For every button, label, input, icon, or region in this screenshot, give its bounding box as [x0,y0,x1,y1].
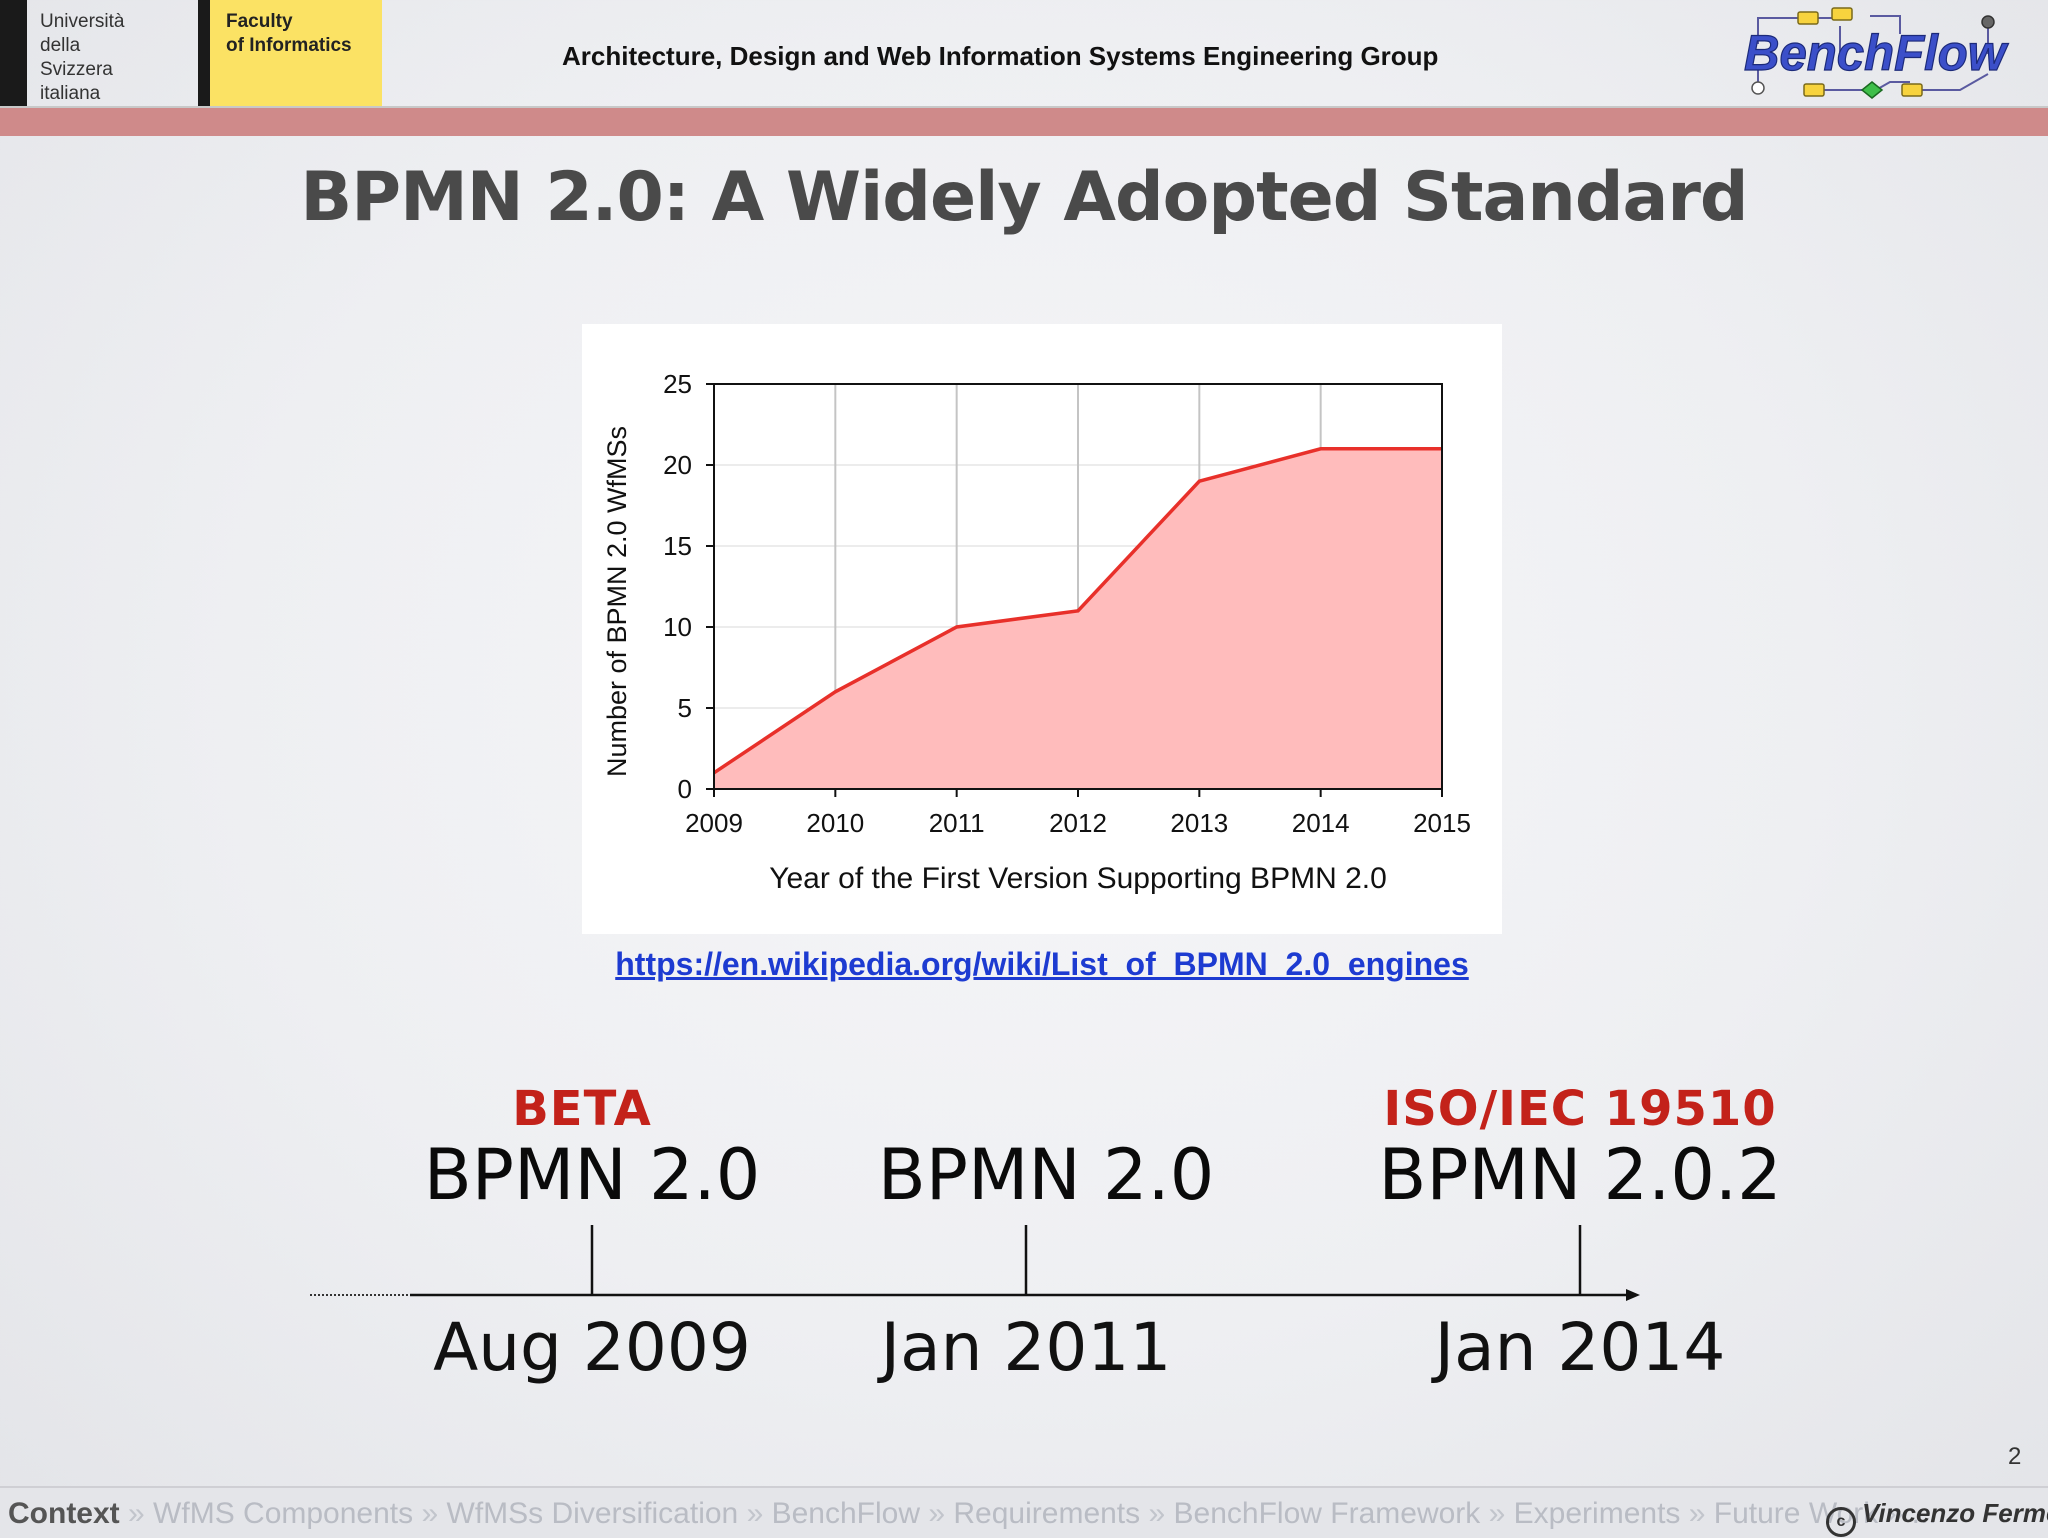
nav-item-more[interactable]: ... [1911,1497,1937,1530]
page-number: 2 [2008,1443,2022,1470]
event-date: Jan 2014 [1434,1309,1726,1386]
nav-separator: » [421,1497,439,1530]
event-badge: BETA [512,1081,652,1137]
x-tick-label: 2010 [806,808,864,838]
nav-separator: » [1148,1497,1166,1530]
nav-separator: » [1886,1497,1904,1530]
x-tick-label: 2009 [685,808,743,838]
faculty-line: of Informatics [226,35,352,56]
nav-item-experiments[interactable]: Experiments [1513,1497,1681,1530]
university-name: Università della Svizzera italiana [40,10,124,106]
y-tick-label: 0 [678,774,692,804]
nav-item-benchflow-framework[interactable]: BenchFlow Framework [1173,1497,1481,1530]
y-axis-label: Number of BPMN 2.0 WfMSs [602,426,632,777]
university-line: della [40,35,81,56]
group-title: Architecture, Design and Web Information… [562,41,1439,71]
author-name: Vincenzo Ferme [1862,1498,2048,1528]
nav-item-context[interactable]: Context [8,1497,120,1530]
y-tick-label: 15 [663,531,692,561]
benchflow-logo-text: BenchFlow [1744,25,2009,81]
nav-separator: » [746,1497,764,1530]
nav-separator: » [1488,1497,1506,1530]
x-tick-label: 2012 [1049,808,1107,838]
timeline-event-2: BPMN 2.0 [846,1082,1246,1214]
y-tick-label: 5 [678,693,692,723]
slide-header: Università della Svizzera italiana Facul… [0,0,2048,108]
nav-item-wfmss-diversification[interactable]: WfMSs Diversification [446,1497,739,1530]
event-badge: ISO/IEC 19510 [1383,1081,1777,1137]
nav-item-benchflow[interactable]: BenchFlow [771,1497,921,1530]
university-line: Università [40,11,125,32]
nav-item-wfms-components[interactable]: WfMS Components [153,1497,414,1530]
header-accent-bar [0,108,2048,136]
nav-item-requirements[interactable]: Requirements [953,1497,1141,1530]
x-tick-label: 2015 [1413,808,1471,838]
event-version: BPMN 2.0 [423,1134,761,1216]
adoption-chart: 0 5 10 15 20 25 2009 2010 2011 2012 2013 2014 2015 Ye… [582,324,1502,934]
event-badge [846,1082,1246,1136]
benchflow-logo: BenchFlow [1743,7,2010,99]
x-tick-label: 2013 [1170,808,1228,838]
footer-breadcrumb: Context » WfMS Components » WfMSs Divers… [8,1496,1937,1532]
header-black-strip [0,0,27,108]
event-date: Jan 2011 [880,1309,1172,1386]
header-rule [0,106,2048,108]
header-divider [198,0,210,108]
university-line: Svizzera [40,59,113,80]
wikipedia-link[interactable]: https://en.wikipedia.org/wiki/List_of_BP… [615,946,1469,982]
creative-commons-icon: c [1826,1507,1856,1537]
event-date: Aug 2009 [433,1309,751,1386]
timeline-event-3: ISO/IEC 19510 BPMN 2.0.2 [1330,1082,1830,1214]
event-version: BPMN 2.0 [877,1134,1215,1216]
chart-svg: 0 5 10 15 20 25 2009 2010 2011 2012 2013 2014 2015 Ye… [602,369,1471,895]
x-tick-label: 2014 [1292,808,1350,838]
slide-footer: Context » WfMS Components » WfMSs Divers… [0,1486,2048,1538]
y-tick-label: 25 [663,369,692,399]
faculty-line: Faculty [226,11,293,32]
nav-separator: » [928,1497,946,1530]
x-tick-label: 2011 [929,808,985,838]
series-line [713,447,1442,775]
slide-title: BPMN 2.0: A Widely Adopted Standard [300,158,1748,237]
timeline-axis [310,1225,1640,1301]
y-tick-label: 20 [663,450,692,480]
author: c Vincenzo Ferme [1826,1496,2048,1537]
timeline-event-1: BETA BPMN 2.0 [392,1082,792,1214]
faculty-block: Faculty of Informatics [210,0,382,108]
y-tick-label: 10 [663,612,692,642]
x-axis-label: Year of the First Version Supporting BPM… [769,862,1387,895]
event-version: BPMN 2.0.2 [1378,1134,1782,1216]
university-line: italiana [40,83,101,104]
area-fill [714,448,1442,789]
nav-separator: » [1688,1497,1706,1530]
nav-separator: » [128,1497,145,1530]
